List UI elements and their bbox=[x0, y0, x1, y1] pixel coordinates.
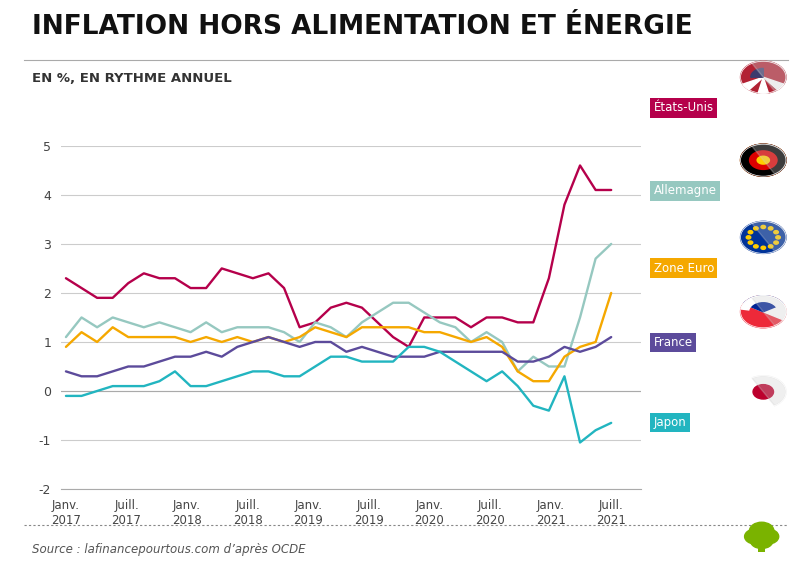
Text: États-Unis: États-Unis bbox=[653, 101, 713, 114]
Text: EN %, EN RYTHME ANNUEL: EN %, EN RYTHME ANNUEL bbox=[32, 72, 232, 85]
Text: France: France bbox=[653, 336, 692, 349]
Text: Source : lafinancepourtous.com d’après OCDE: Source : lafinancepourtous.com d’après O… bbox=[32, 543, 306, 556]
Text: Japon: Japon bbox=[653, 416, 685, 429]
Text: Allemagne: Allemagne bbox=[653, 184, 716, 197]
Text: Zone Euro: Zone Euro bbox=[653, 261, 713, 275]
Text: INFLATION HORS ALIMENTATION ET ÉNERGIE: INFLATION HORS ALIMENTATION ET ÉNERGIE bbox=[32, 14, 693, 40]
